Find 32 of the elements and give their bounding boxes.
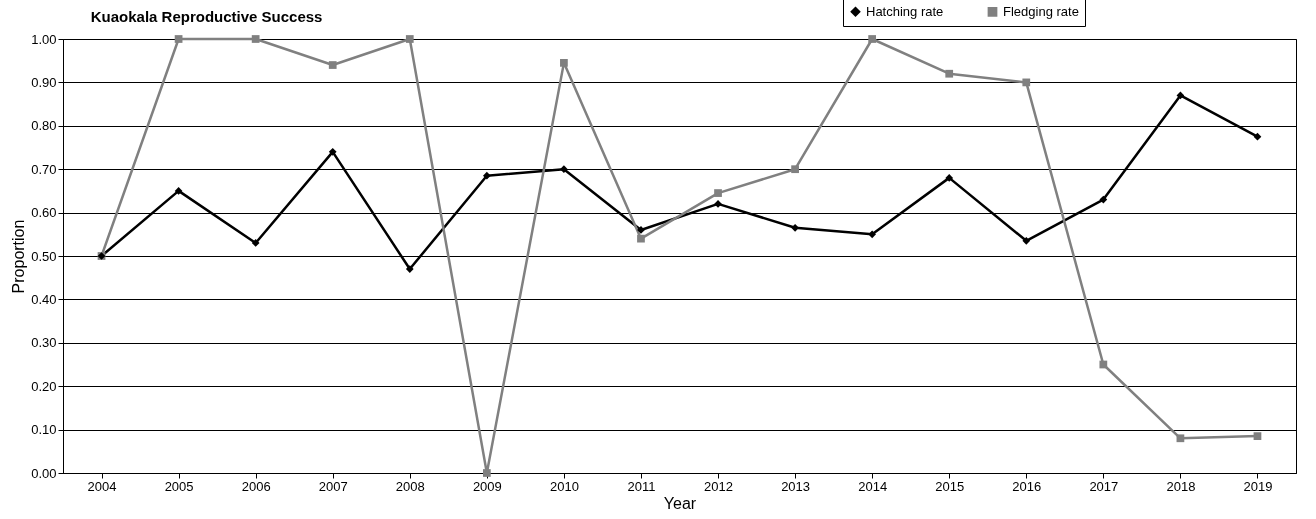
y-axis-title: Proportion bbox=[10, 219, 28, 294]
y-tick-label: 0.60 bbox=[31, 205, 57, 221]
x-tick-label: 2019 bbox=[1243, 478, 1273, 494]
y-tick-label: 0.30 bbox=[31, 335, 57, 351]
y-tick-label: 0.70 bbox=[31, 161, 57, 177]
x-tick-label: 2017 bbox=[1089, 478, 1119, 494]
legend-label: Fledging rate bbox=[1003, 3, 1079, 19]
x-tick-label: 2010 bbox=[549, 478, 579, 494]
x-tick-label: 2006 bbox=[241, 478, 271, 494]
legend-label: Hatching rate bbox=[866, 3, 944, 19]
y-tick-label: 0.20 bbox=[31, 378, 57, 394]
x-tick-label: 2011 bbox=[627, 478, 656, 494]
chart-title: Kuaokala Reproductive Success bbox=[90, 8, 323, 25]
y-tick-label: 0.00 bbox=[31, 465, 57, 481]
x-tick-label: 2008 bbox=[395, 478, 425, 494]
x-tick-label: 2018 bbox=[1166, 478, 1196, 494]
x-tick-label: 2014 bbox=[858, 478, 888, 494]
x-tick-label: 2007 bbox=[318, 478, 348, 494]
x-tick-label: 2015 bbox=[935, 478, 965, 494]
y-tick-label: 0.40 bbox=[31, 291, 57, 307]
y-tick-label: 0.90 bbox=[31, 74, 57, 90]
x-tick-label: 2016 bbox=[1012, 478, 1042, 494]
y-tick-label: 0.10 bbox=[31, 422, 57, 438]
x-tick-label: 2012 bbox=[704, 478, 733, 494]
x-tick-label: 2005 bbox=[164, 478, 194, 494]
y-tick-label: 0.80 bbox=[31, 118, 57, 134]
x-axis-title: Year bbox=[663, 494, 697, 512]
x-tick-label: 2004 bbox=[87, 478, 117, 494]
y-tick-label: 1.00 bbox=[31, 31, 57, 47]
y-tick-label: 0.50 bbox=[31, 248, 57, 264]
x-tick-label: 2013 bbox=[781, 478, 811, 494]
x-tick-label: 2009 bbox=[472, 478, 502, 494]
